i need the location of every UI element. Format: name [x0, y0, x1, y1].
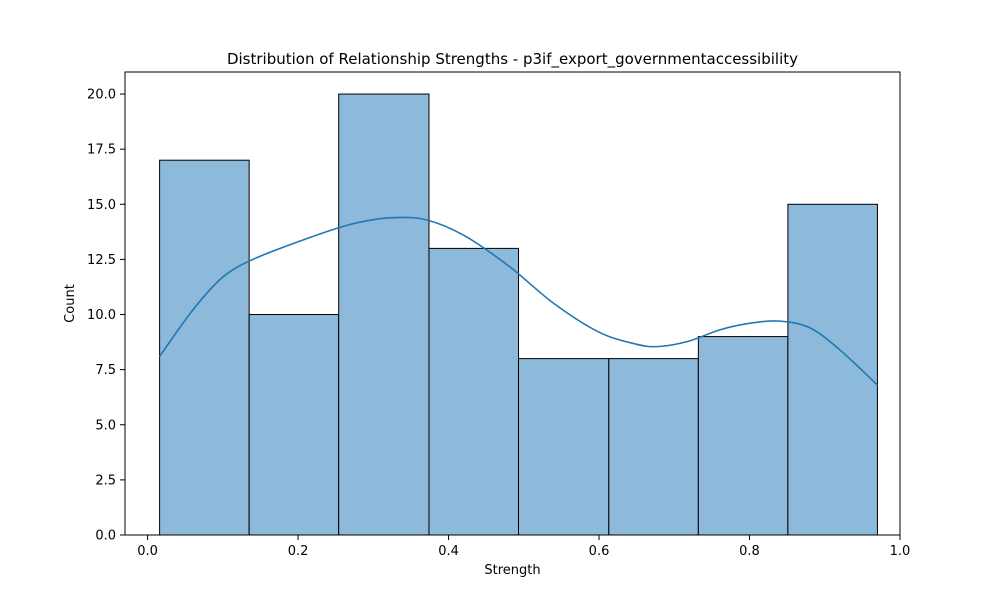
x-tick-label: 0.0: [137, 544, 158, 559]
y-axis-ticks: 0.0 2.5 5.0 7.5 10.0 12.5 15.0 17.5 20.0: [87, 88, 125, 544]
x-tick-label: 0.4: [438, 544, 459, 559]
y-tick-label: 0.0: [95, 529, 116, 544]
x-tick-label: 1.0: [890, 544, 911, 559]
y-tick-label: 15.0: [87, 198, 116, 213]
y-tick-label: 10.0: [87, 308, 116, 323]
chart-title: Distribution of Relationship Strengths -…: [227, 50, 798, 69]
x-tick-label: 0.8: [739, 544, 760, 559]
histogram-bar: [159, 159, 250, 536]
y-axis-label: Count: [63, 284, 78, 323]
histogram-bar: [248, 314, 340, 536]
y-tick-label: 20.0: [87, 88, 116, 103]
y-tick-label: 17.5: [87, 143, 116, 158]
histogram-bar: [608, 358, 699, 536]
histogram-bar: [338, 93, 430, 536]
y-tick-label: 12.5: [87, 253, 116, 268]
histogram-bar: [428, 247, 520, 536]
bars-layer: [159, 93, 878, 536]
histogram-bar: [787, 203, 878, 536]
histogram-bar: [697, 336, 789, 536]
histogram-bar: [518, 358, 610, 536]
x-axis-label: Strength: [484, 563, 540, 578]
kde-curve: [158, 216, 878, 386]
plot-frame: [124, 71, 901, 536]
x-tick-label: 0.6: [589, 544, 610, 559]
y-tick-label: 5.0: [95, 418, 116, 433]
x-axis-ticks: 0.0 0.2 0.4 0.6 0.8 1.0: [137, 535, 910, 559]
x-tick-label: 0.2: [288, 544, 309, 559]
y-tick-label: 7.5: [95, 363, 116, 378]
y-tick-label: 2.5: [95, 473, 116, 488]
